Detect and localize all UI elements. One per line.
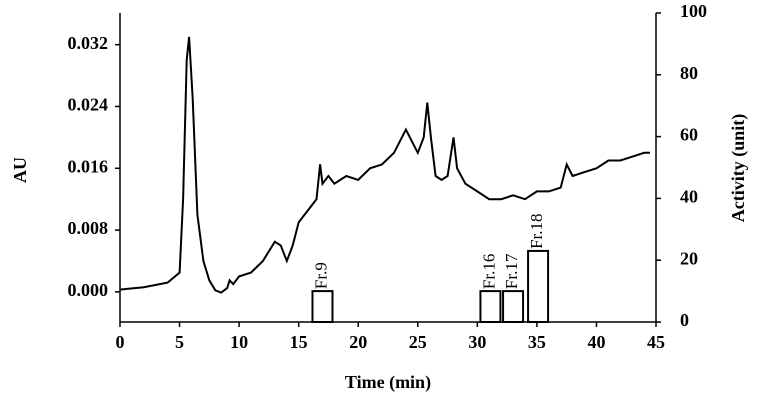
x-tick-label: 10 [230, 332, 248, 352]
x-tick-label: 25 [409, 332, 427, 352]
fraction-label: Fr.17 [502, 253, 521, 289]
x-tick-label: 5 [175, 332, 184, 352]
y-tick-label: 0.008 [68, 218, 109, 238]
y2-tick-label: 20 [680, 248, 698, 268]
y-tick-label: 0.000 [68, 280, 109, 300]
x-tick-label: 20 [349, 332, 367, 352]
fraction-bar [527, 249, 550, 323]
y-tick-label: 0.032 [68, 33, 109, 53]
x-tick-label: 30 [468, 332, 486, 352]
x-tick-label: 40 [587, 332, 605, 352]
y2-tick-label: 80 [680, 63, 698, 83]
y2-tick-label: 40 [680, 187, 698, 207]
y-tick-label: 0.016 [68, 156, 109, 176]
fraction-label: Fr.9 [311, 262, 330, 289]
fraction-label: Fr.18 [527, 213, 546, 248]
x-tick-label: 35 [528, 332, 546, 352]
fraction-bar [479, 290, 502, 324]
y2-tick-label: 0 [680, 310, 689, 330]
chromatogram-line [119, 36, 650, 294]
y2-tick-label: 100 [680, 1, 707, 21]
fraction-bar [311, 290, 334, 324]
fraction-label: Fr.16 [479, 254, 498, 289]
y-axis-label: AU [10, 157, 30, 183]
x-tick-label: 45 [647, 332, 665, 352]
y-tick-label: 0.024 [68, 95, 109, 115]
fraction-bar [502, 290, 525, 324]
y2-tick-label: 60 [680, 125, 698, 145]
x-axis-label: Time (min) [345, 372, 431, 393]
y2-axis-label: Activity (unit) [728, 114, 749, 222]
x-tick-label: 0 [116, 332, 125, 352]
x-tick-label: 15 [290, 332, 308, 352]
